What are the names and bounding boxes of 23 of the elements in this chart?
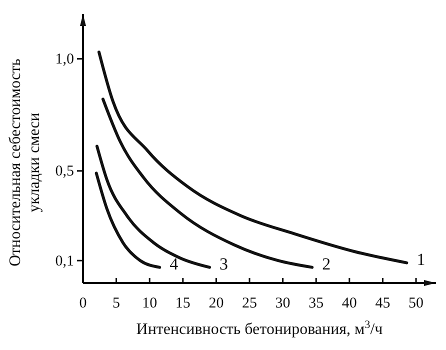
y-tick-label: 0,1 [55,253,74,270]
x-tick-label: 5 [112,296,120,312]
x-tick-label: 45 [375,296,390,312]
x-tick-label: 50 [408,296,424,312]
x-tick-label: 0 [79,296,87,312]
x-axis-title: Интенсивность бетонирования, м$^{3}$/ч [136,319,383,338]
x-tick-label: 15 [175,296,190,312]
x-tick-label: 10 [142,296,158,312]
series-label: 3 [220,254,228,274]
series-label: 2 [322,254,331,274]
y-tick-label: 0,5 [55,164,74,180]
x-tick-label: 25 [242,296,258,312]
line-series [95,144,212,269]
x-tick-label: 35 [308,296,324,312]
line-series [94,172,162,269]
x-tick-label: 30 [275,296,290,312]
y-tick-label: 1,0 [55,52,74,68]
series-label: 4 [170,254,179,274]
line-series [101,98,314,269]
series-label: 1 [416,250,426,269]
x-tick-label: 20 [208,296,224,312]
y-axis-title: Относительная себестоимость укладки смеси [7,58,43,266]
x-tick-label: 40 [342,296,357,312]
